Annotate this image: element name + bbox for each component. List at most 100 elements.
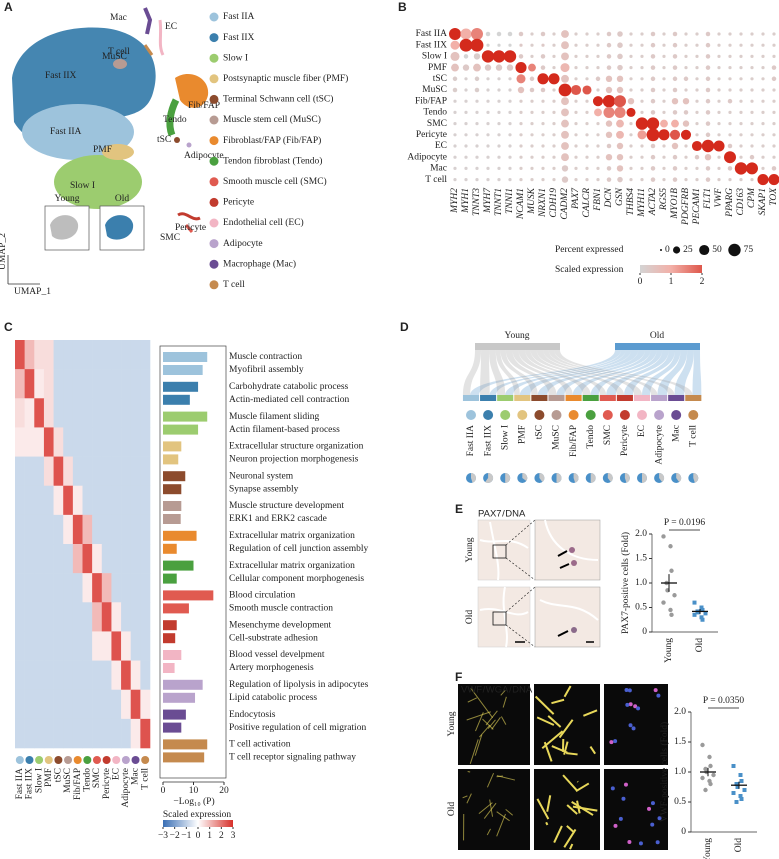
- term-label: Extracellular matrix organization: [229, 561, 355, 571]
- heat-cell: [92, 427, 103, 457]
- dot: [453, 144, 457, 148]
- heat-cell: [53, 718, 64, 749]
- pie-young: [642, 473, 647, 483]
- heat-cell: [34, 718, 45, 749]
- dot: [519, 166, 523, 171]
- dot: [530, 110, 534, 115]
- membrane: [563, 741, 569, 755]
- flow: [606, 350, 669, 395]
- dot: [486, 77, 490, 81]
- cluster-label: Tendo: [83, 768, 93, 792]
- dot: [727, 98, 733, 104]
- bar: [163, 530, 197, 541]
- legend-marker: [209, 218, 219, 228]
- pie-young: [539, 473, 545, 483]
- heat-cell: [101, 514, 112, 545]
- dot: [757, 174, 769, 186]
- color-tick-label: 0: [638, 277, 643, 287]
- heat-cell: [24, 340, 35, 370]
- term-label: Lipid catabolic process: [229, 693, 317, 703]
- membrane: [475, 712, 484, 732]
- dot: [541, 133, 545, 137]
- dot: [530, 43, 534, 47]
- size-legend-dot: [660, 249, 662, 251]
- dot: [728, 110, 732, 115]
- dot: [695, 32, 699, 36]
- dot: [486, 155, 490, 159]
- dot: [650, 76, 656, 82]
- dot: [574, 65, 578, 70]
- heat-cell: [111, 689, 122, 720]
- dot: [640, 155, 644, 159]
- heat-cell: [72, 398, 83, 428]
- heat-cell: [63, 689, 74, 720]
- dot: [750, 43, 754, 47]
- dot: [616, 153, 624, 161]
- dot: [761, 99, 765, 103]
- dot: [552, 177, 556, 182]
- dot: [606, 65, 612, 70]
- image-texture: [479, 519, 599, 648]
- y-axis-label: PAX7-positive cells (Fold): [620, 532, 631, 634]
- flow: [489, 350, 506, 395]
- legend-title: Scaled expression: [555, 265, 624, 275]
- dot: [585, 155, 589, 159]
- dot: [561, 30, 569, 38]
- dot: [640, 110, 644, 115]
- umap-cluster: [177, 212, 201, 221]
- heat-cell: [121, 514, 132, 545]
- dot: [561, 165, 569, 172]
- y-tick-label: 1.5: [635, 554, 647, 564]
- legend-label: Slow I: [223, 53, 248, 63]
- dot: [772, 155, 776, 159]
- dot: [684, 65, 688, 70]
- dot: [552, 65, 556, 70]
- heat-cell: [101, 602, 112, 632]
- dot: [585, 77, 589, 81]
- dot: [450, 40, 460, 50]
- image: [458, 684, 530, 765]
- gene-label: MUSK: [527, 187, 537, 215]
- cluster-label: Fast IIX: [45, 71, 77, 81]
- cluster-segment: [633, 395, 651, 401]
- dot: [464, 110, 468, 115]
- dot: [635, 117, 649, 130]
- nucleus: [631, 726, 636, 731]
- dot: [739, 133, 743, 137]
- x-tick-label: Young: [703, 838, 713, 859]
- dot: [530, 133, 534, 137]
- term-label: T cell activation: [229, 740, 291, 750]
- cluster-segment: [514, 395, 531, 401]
- dot: [739, 155, 743, 159]
- dot: [739, 43, 743, 47]
- heat-cell: [130, 660, 141, 691]
- heat-cell: [34, 456, 45, 487]
- dot: [540, 65, 546, 70]
- gene-label: MYH7: [483, 187, 493, 214]
- dot: [616, 165, 624, 172]
- membrane: [469, 739, 479, 764]
- stain-label: /: [502, 509, 505, 520]
- cluster-label: PMF: [517, 425, 527, 444]
- heat-cell: [63, 631, 74, 661]
- dot: [616, 86, 624, 94]
- dot: [537, 73, 549, 85]
- term-label: Extracellular structure organization: [229, 442, 364, 452]
- point: [739, 797, 744, 801]
- gene-label: GSN: [615, 187, 625, 206]
- point: [668, 607, 673, 613]
- heat-cell: [111, 398, 122, 428]
- dot: [772, 144, 776, 148]
- dot: [540, 87, 546, 93]
- heat-cell: [34, 689, 45, 720]
- dot: [761, 88, 765, 92]
- dot: [728, 88, 732, 92]
- color-bar: [163, 820, 233, 827]
- heat-cell: [63, 573, 74, 603]
- nucleus: [638, 841, 643, 846]
- dot: [739, 54, 743, 59]
- heat-cell: [53, 369, 64, 399]
- dot: [629, 32, 633, 36]
- heat-cell: [101, 718, 112, 749]
